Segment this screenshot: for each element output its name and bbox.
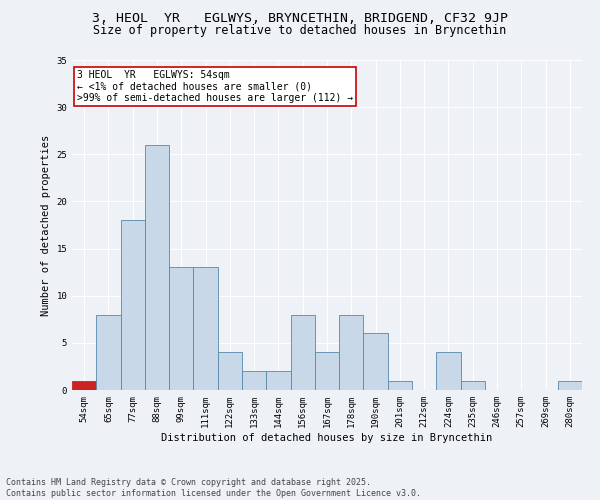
Bar	[193, 268, 218, 390]
Bar	[558, 380, 582, 390]
Bar	[290, 314, 315, 390]
Y-axis label: Number of detached properties: Number of detached properties	[41, 134, 51, 316]
Bar	[121, 220, 145, 390]
Bar	[169, 268, 193, 390]
Bar	[364, 334, 388, 390]
Bar	[436, 352, 461, 390]
Bar	[266, 371, 290, 390]
Text: 3 HEOL  YR   EGLWYS: 54sqm
← <1% of detached houses are smaller (0)
>99% of semi: 3 HEOL YR EGLWYS: 54sqm ← <1% of detache…	[77, 70, 353, 103]
Text: Contains HM Land Registry data © Crown copyright and database right 2025.
Contai: Contains HM Land Registry data © Crown c…	[6, 478, 421, 498]
Bar	[242, 371, 266, 390]
Bar	[145, 145, 169, 390]
Bar	[461, 380, 485, 390]
Text: 3, HEOL  YR   EGLWYS, BRYNCETHIN, BRIDGEND, CF32 9JP: 3, HEOL YR EGLWYS, BRYNCETHIN, BRIDGEND,…	[92, 12, 508, 26]
Bar	[388, 380, 412, 390]
Bar	[72, 380, 96, 390]
Text: Size of property relative to detached houses in Bryncethin: Size of property relative to detached ho…	[94, 24, 506, 37]
Bar	[315, 352, 339, 390]
Bar	[96, 314, 121, 390]
X-axis label: Distribution of detached houses by size in Bryncethin: Distribution of detached houses by size …	[161, 432, 493, 442]
Bar	[339, 314, 364, 390]
Bar	[218, 352, 242, 390]
